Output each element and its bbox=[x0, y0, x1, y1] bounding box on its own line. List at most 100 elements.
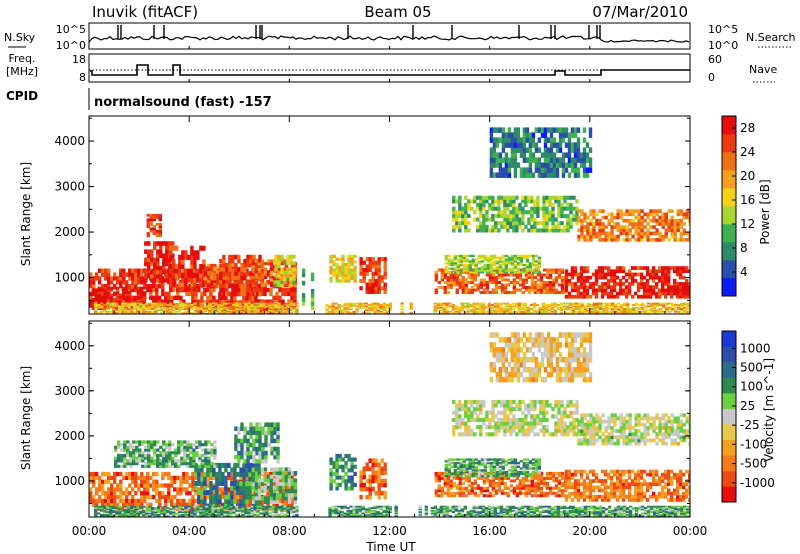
heatmap-cell bbox=[473, 278, 477, 282]
heatmap-cell bbox=[451, 309, 455, 312]
heatmap-cell bbox=[127, 298, 131, 301]
heatmap-cell bbox=[200, 502, 204, 507]
heatmap-cell bbox=[525, 137, 530, 143]
heatmap-cell bbox=[527, 286, 532, 289]
heatmap-cell bbox=[643, 231, 647, 236]
heatmap-cell bbox=[249, 271, 253, 276]
heatmap-cell bbox=[208, 306, 212, 309]
heatmap-cell bbox=[340, 310, 344, 313]
heatmap-cell bbox=[590, 315, 593, 317]
heatmap-cell bbox=[523, 302, 528, 305]
heatmap-cell bbox=[545, 281, 550, 284]
heatmap-cell bbox=[361, 312, 365, 314]
heatmap-cell bbox=[475, 306, 479, 309]
heatmap-cell bbox=[277, 258, 281, 262]
heatmap-cell bbox=[511, 302, 516, 305]
heatmap-cell bbox=[266, 273, 271, 277]
heatmap-cell bbox=[260, 275, 265, 279]
heatmap-cell bbox=[185, 491, 189, 496]
heatmap-cell bbox=[607, 212, 611, 217]
heatmap-cell bbox=[457, 312, 461, 314]
heatmap-cell bbox=[151, 302, 155, 305]
heatmap-cell bbox=[467, 291, 471, 294]
heatmap-cell bbox=[246, 283, 250, 289]
heatmap-cell bbox=[214, 308, 218, 310]
heatmap-cell bbox=[576, 288, 581, 293]
heatmap-cell bbox=[301, 301, 306, 306]
heatmap-cell bbox=[158, 498, 162, 504]
heatmap-cell bbox=[191, 295, 195, 300]
heatmap-cell bbox=[534, 254, 539, 258]
heatmap-cell bbox=[679, 222, 683, 226]
heatmap-cell bbox=[332, 271, 336, 275]
heatmap-cell bbox=[575, 213, 579, 218]
heatmap-cell bbox=[554, 268, 559, 272]
heatmap-cell bbox=[497, 210, 501, 215]
heatmap-cell bbox=[122, 268, 126, 273]
heatmap-cell bbox=[217, 308, 221, 310]
heatmap-cell bbox=[498, 172, 503, 178]
heatmap-cell bbox=[619, 310, 624, 313]
heatmap-cell bbox=[525, 265, 530, 269]
heatmap-cell bbox=[520, 308, 525, 310]
heatmap-cell bbox=[249, 279, 253, 284]
heatmap-cell bbox=[156, 269, 160, 275]
heatmap-cell bbox=[257, 284, 262, 288]
heatmap-cell bbox=[640, 238, 644, 242]
heatmap-cell bbox=[534, 263, 539, 267]
heatmap-cell bbox=[579, 266, 584, 270]
heatmap-cell bbox=[374, 260, 378, 265]
heatmap-cell bbox=[498, 263, 503, 267]
heatmap-cell bbox=[268, 304, 272, 306]
heatmap-cell bbox=[251, 281, 256, 285]
heatmap-cell bbox=[289, 304, 293, 306]
heatmap-cell bbox=[636, 294, 641, 299]
heatmap-cell bbox=[346, 304, 350, 306]
heatmap-cell bbox=[149, 216, 153, 219]
heatmap-cell bbox=[631, 209, 635, 213]
heatmap-cell bbox=[655, 238, 659, 242]
heatmap-cell bbox=[552, 162, 557, 168]
heatmap-cell bbox=[205, 315, 208, 317]
heatmap-cell bbox=[515, 273, 520, 277]
heatmap-cell bbox=[259, 302, 263, 305]
heatmap-cell bbox=[455, 268, 459, 272]
heatmap-cell bbox=[560, 202, 564, 207]
heatmap-cell bbox=[178, 308, 182, 310]
heatmap-cell bbox=[558, 127, 563, 133]
heatmap-cell bbox=[202, 309, 206, 312]
heatmap-cell bbox=[194, 268, 198, 273]
heatmap-cell bbox=[631, 310, 636, 313]
heatmap-cell bbox=[456, 260, 460, 263]
heatmap-cell bbox=[235, 302, 239, 305]
heatmap-cell bbox=[271, 315, 274, 317]
heatmap-cell bbox=[480, 254, 485, 258]
heatmap-cell bbox=[94, 309, 98, 312]
heatmap-cell bbox=[601, 222, 605, 226]
heatmap-cell bbox=[573, 157, 578, 163]
heatmap-cell bbox=[169, 306, 173, 309]
heatmap-cell bbox=[181, 306, 185, 309]
heatmap-cell bbox=[459, 262, 463, 265]
heatmap-cell bbox=[146, 471, 150, 477]
heatmap-cell bbox=[460, 309, 464, 312]
heatmap-cell bbox=[388, 306, 392, 309]
heatmap-cell bbox=[498, 265, 503, 269]
heatmap-cell bbox=[574, 310, 579, 313]
heatmap-cell bbox=[349, 305, 353, 308]
heatmap-cell bbox=[560, 213, 564, 218]
heatmap-cell bbox=[119, 498, 123, 504]
heatmap-cell bbox=[145, 310, 149, 313]
heatmap-cell bbox=[622, 228, 626, 233]
heatmap-cell bbox=[552, 152, 557, 158]
heatmap-cell bbox=[244, 302, 248, 305]
heatmap-cell bbox=[146, 234, 150, 238]
heatmap-cell bbox=[218, 299, 222, 304]
heatmap-cell bbox=[470, 315, 473, 317]
heatmap-cell bbox=[564, 162, 569, 168]
heatmap-cell bbox=[150, 257, 154, 263]
heatmap-cell bbox=[461, 281, 465, 284]
heatmap-cell bbox=[190, 305, 194, 308]
heatmap-cell bbox=[127, 308, 131, 310]
heatmap-cell bbox=[115, 305, 119, 308]
